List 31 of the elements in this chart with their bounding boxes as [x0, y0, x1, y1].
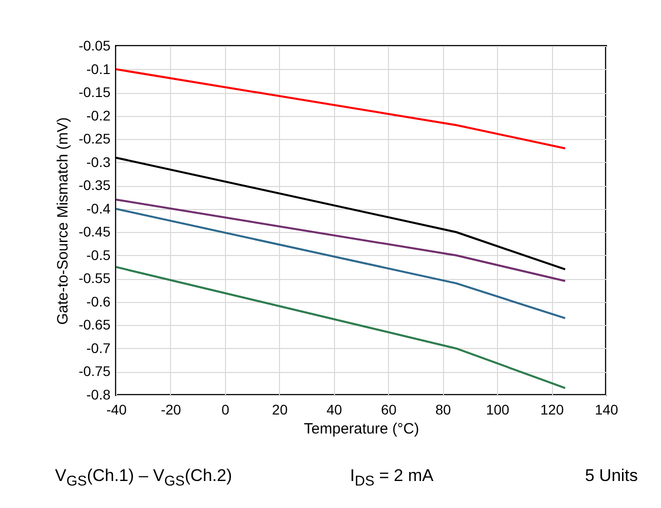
y-tick-label: -0.3	[86, 154, 111, 170]
y-tick-label: -0.05	[78, 38, 111, 54]
x-tick-label: 0	[221, 402, 230, 418]
y-tick-label: -0.7	[86, 340, 111, 356]
y-tick-label: -0.75	[78, 363, 111, 380]
text: V$_{GS}$(Ch.1) – V$_{GS}$(Ch.2)	[55, 466, 232, 490]
x-tick-label: -20	[160, 402, 182, 418]
y-tick-label: -0.55	[78, 270, 111, 286]
x-tick-label: 140	[594, 402, 618, 418]
y-tick-label: -0.15	[78, 84, 111, 100]
y-tick-label: -0.45	[78, 224, 111, 240]
x-tick-label: 60	[380, 402, 397, 418]
x-tick-label: 100	[486, 402, 510, 418]
x-tick-label: 120	[540, 402, 564, 418]
y-tick-label: -0.6	[86, 293, 111, 310]
y-tick-label: -0.1	[86, 60, 111, 77]
x-axis-title: Temperature (°C)	[304, 420, 420, 438]
y-axis-title: Gate-to-Source Mismatch (mV)	[54, 117, 72, 325]
y-tick-label: -0.5	[86, 246, 111, 263]
y-tick-label: -0.8	[86, 386, 111, 402]
x-tick-label: 40	[326, 402, 342, 418]
y-tick-label: -0.4	[86, 200, 111, 216]
text: 5 Units	[585, 466, 638, 486]
y-tick-label: -0.65	[78, 316, 111, 333]
y-tick-label: -0.25	[78, 130, 111, 147]
y-tick-label: -0.2	[86, 107, 111, 124]
x-tick-label: 20	[272, 402, 288, 418]
x-tick-label: -40	[106, 402, 127, 418]
y-tick-label: -0.35	[78, 177, 111, 194]
text: I$_{DS}$ = 2 mA	[350, 466, 434, 490]
x-tick-label: 80	[435, 402, 452, 418]
